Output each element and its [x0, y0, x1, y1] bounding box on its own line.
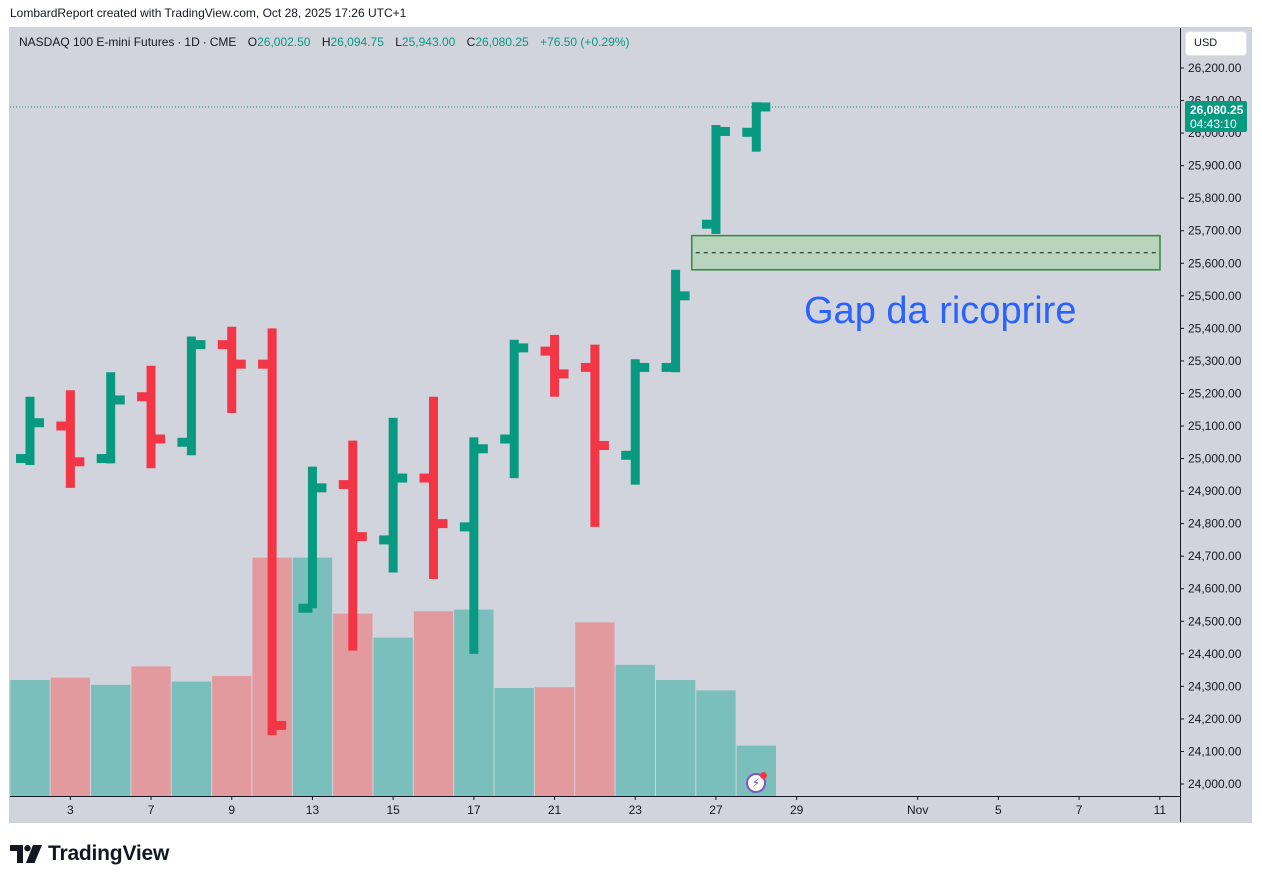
bar-countdown: 04:43:10: [1190, 117, 1237, 131]
volume-bar: [212, 676, 252, 796]
chart-credit: LombardReport created with TradingView.c…: [10, 6, 407, 20]
x-tick-label: Nov: [907, 803, 928, 817]
x-tick-label: 13: [306, 803, 320, 817]
ohlc-bar-up[interactable]: [742, 102, 771, 152]
x-tick-label: 23: [629, 803, 643, 817]
volume-bar: [131, 666, 171, 796]
x-tick-label: 9: [228, 803, 235, 817]
volume-bar: [575, 622, 615, 796]
ohlc-bar-up[interactable]: [701, 124, 730, 234]
ohlc-bar-up[interactable]: [298, 466, 327, 613]
ohlc-bar-up[interactable]: [459, 437, 488, 654]
high-label: H: [321, 35, 331, 49]
interval-label: 1D: [184, 35, 200, 49]
x-tick-label: 29: [790, 803, 804, 817]
price-chart[interactable]: 26,200.0026,100.0026,000.0025,900.0025,8…: [10, 28, 1251, 822]
x-tick-label: 5: [995, 803, 1002, 817]
y-tick-label: 24,800.00: [1188, 517, 1242, 531]
volume-bar: [91, 684, 131, 796]
y-tick-label: 26,200.00: [1188, 61, 1242, 75]
y-tick-label: 24,300.00: [1188, 679, 1242, 693]
last-price-tag: 26,080.25 04:43:10: [1185, 101, 1247, 132]
y-tick-label: 25,000.00: [1188, 452, 1242, 466]
x-tick-label: 3: [67, 803, 74, 817]
ohlc-bar-down[interactable]: [580, 344, 609, 527]
gap-zone[interactable]: [691, 234, 1161, 271]
ohlc-bar-up[interactable]: [177, 336, 206, 456]
ohlc-bar-down[interactable]: [217, 326, 246, 413]
close-label: C: [466, 35, 476, 49]
time-axis[interactable]: 3 7 9 13 15 17 21 23 27 29 Nov 5 7 11: [67, 796, 1166, 817]
volume-bar: [373, 637, 413, 796]
y-tick-label: 24,600.00: [1188, 582, 1242, 596]
low-value: 25,943.00: [401, 35, 456, 49]
volume-bar: [494, 688, 534, 796]
ohlc-bar-up[interactable]: [96, 372, 125, 464]
price-axis[interactable]: 26,200.0026,100.0026,000.0025,900.0025,8…: [1180, 61, 1242, 791]
currency-button[interactable]: USD: [1185, 31, 1247, 56]
ohlc-bar-up[interactable]: [621, 359, 650, 485]
exchange-label: CME: [209, 35, 237, 49]
ohlc-bar-down[interactable]: [258, 328, 287, 736]
tradingview-logo-icon: [10, 845, 42, 863]
chart-panel[interactable]: 26,200.0026,100.0026,000.0025,900.0025,8…: [9, 27, 1252, 823]
y-tick-label: 25,700.00: [1188, 224, 1242, 238]
last-price-value: 26,080.25: [1190, 103, 1244, 117]
y-tick-label: 25,500.00: [1188, 289, 1242, 303]
y-tick-label: 24,400.00: [1188, 647, 1242, 661]
y-tick-label: 24,000.00: [1188, 777, 1242, 791]
volume-bar: [171, 681, 212, 796]
y-tick-label: 25,200.00: [1188, 386, 1242, 400]
y-tick-label: 24,100.00: [1188, 744, 1242, 758]
symbol-legend: NASDAQ 100 E-mini Futures · 1D · CME O26,002…: [19, 35, 630, 49]
symbol-name[interactable]: NASDAQ 100 E-mini Futures: [19, 35, 175, 49]
x-tick-label: 15: [386, 803, 400, 817]
open-value: 26,002.50: [257, 35, 311, 49]
volume-bar: [10, 680, 50, 796]
change-value: +76.50 (+0.29%): [540, 35, 630, 49]
volume-bar: [615, 664, 655, 796]
ohlc-bar-up[interactable]: [16, 396, 44, 466]
volume-bar: [655, 680, 696, 796]
ohlc-bar-up[interactable]: [379, 417, 408, 573]
volume-bar: [696, 690, 736, 796]
y-tick-label: 24,500.00: [1188, 614, 1242, 628]
y-tick-label: 24,900.00: [1188, 484, 1242, 498]
price-bars-layer: [16, 102, 771, 736]
x-tick-label: 11: [1154, 803, 1167, 817]
brand-footer[interactable]: TradingView: [10, 840, 169, 868]
y-tick-label: 25,900.00: [1188, 159, 1242, 173]
events-lightning-icon[interactable]: ⚡: [746, 772, 767, 793]
x-tick-label: 7: [1076, 803, 1083, 817]
x-tick-label: 27: [709, 803, 723, 817]
volume-bar: [413, 611, 454, 796]
y-tick-label: 25,600.00: [1188, 256, 1242, 270]
x-tick-label: 17: [467, 803, 481, 817]
brand-name: TradingView: [48, 842, 170, 865]
y-tick-label: 25,300.00: [1188, 354, 1242, 368]
ohlc-bar-up[interactable]: [500, 339, 529, 479]
y-tick-label: 25,800.00: [1188, 191, 1242, 205]
high-value: 26,094.75: [330, 35, 384, 49]
x-tick-label: 21: [548, 803, 562, 817]
y-tick-label: 24,700.00: [1188, 549, 1242, 563]
close-value: 26,080.25: [475, 35, 529, 49]
ohlc-bar-up[interactable]: [661, 269, 690, 373]
y-tick-label: 25,100.00: [1188, 419, 1242, 433]
ohlc-bar-down[interactable]: [540, 334, 569, 397]
x-tick-label: 7: [148, 803, 155, 817]
low-label: L: [395, 35, 402, 49]
notification-dot: [760, 772, 767, 779]
ohlc-bar-down[interactable]: [419, 396, 448, 579]
volume-bar: [534, 687, 575, 796]
gap-annotation-text[interactable]: Gap da ricoprire: [804, 290, 1077, 332]
volume-bar: [50, 677, 91, 796]
ohlc-bar-down[interactable]: [56, 390, 85, 488]
volume-layer: [10, 557, 776, 796]
y-tick-label: 25,400.00: [1188, 321, 1242, 335]
ohlc-bar-down[interactable]: [338, 440, 367, 651]
open-label: O: [247, 35, 258, 49]
y-tick-label: 24,200.00: [1188, 712, 1242, 726]
ohlc-bar-down[interactable]: [137, 365, 166, 469]
